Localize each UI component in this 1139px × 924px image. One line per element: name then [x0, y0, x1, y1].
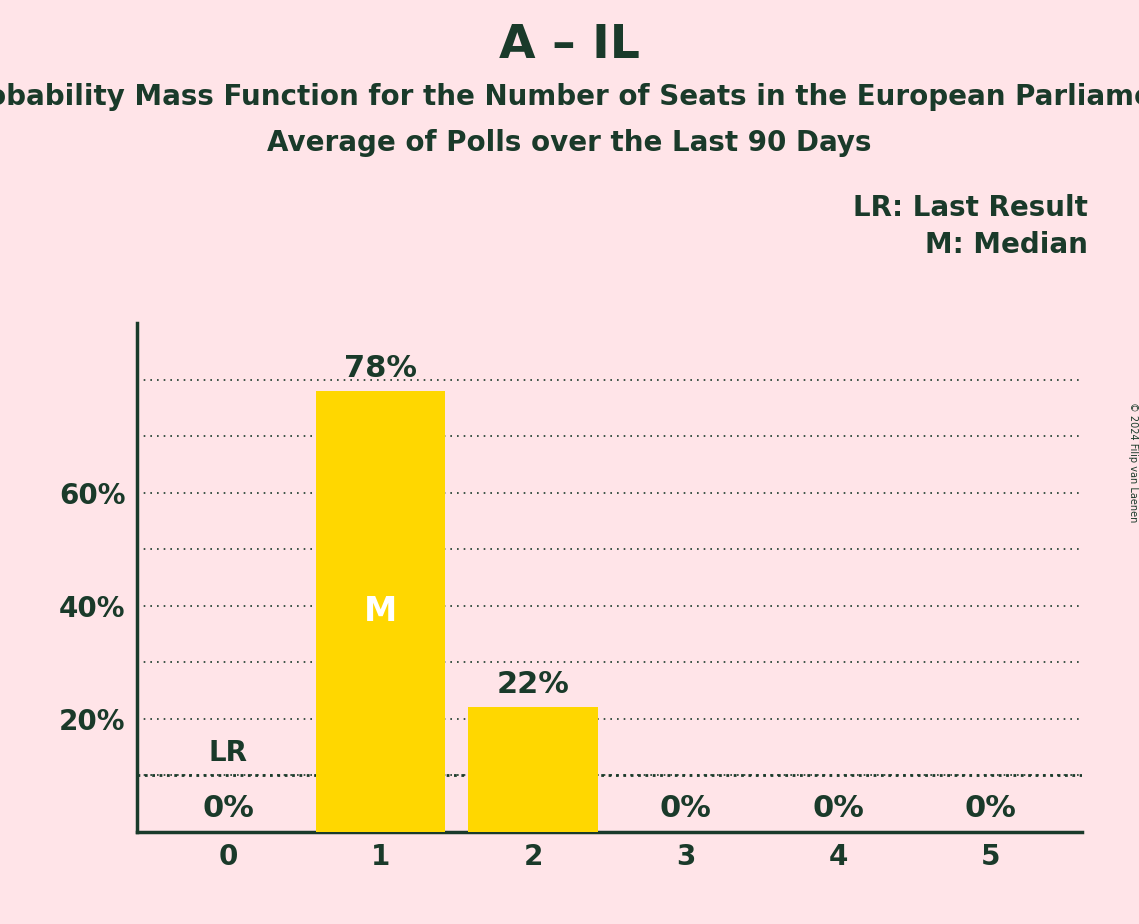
Bar	[316, 391, 445, 832]
Text: LR: Last Result: LR: Last Result	[853, 194, 1088, 222]
Text: M: M	[364, 595, 398, 628]
Text: 78%: 78%	[344, 354, 417, 383]
Text: © 2024 Filip van Laenen: © 2024 Filip van Laenen	[1129, 402, 1138, 522]
Text: 22%: 22%	[497, 670, 570, 699]
Text: 0%: 0%	[203, 794, 254, 823]
Text: A – IL: A – IL	[499, 23, 640, 68]
Text: 0%: 0%	[812, 794, 865, 823]
Text: 0%: 0%	[659, 794, 712, 823]
Text: Average of Polls over the Last 90 Days: Average of Polls over the Last 90 Days	[268, 129, 871, 157]
Text: Probability Mass Function for the Number of Seats in the European Parliament: Probability Mass Function for the Number…	[0, 83, 1139, 111]
Text: LR: LR	[208, 738, 247, 767]
Text: M: Median: M: Median	[925, 231, 1088, 259]
Text: 0%: 0%	[965, 794, 1016, 823]
Bar	[468, 708, 598, 832]
